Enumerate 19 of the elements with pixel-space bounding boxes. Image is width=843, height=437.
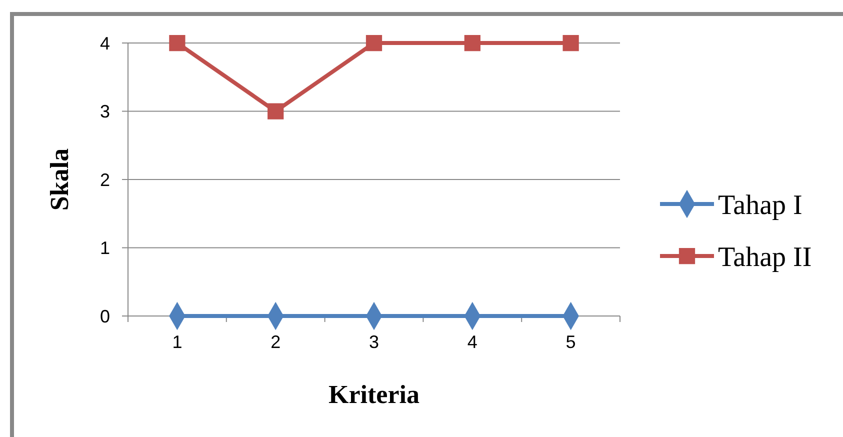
x-axis-title: Kriteria [328, 380, 420, 409]
x-tick-label: 3 [368, 332, 380, 352]
y-axis-title: Skala [45, 148, 74, 211]
point [268, 103, 284, 120]
legend-label: Tahap I [718, 190, 802, 221]
x-tick-label: 2 [270, 332, 281, 352]
point [366, 34, 382, 52]
y-tick-label: 0 [100, 306, 110, 326]
x-tick-label: 5 [566, 332, 576, 352]
y-tick-label: 1 [100, 238, 110, 258]
legend-label: Tahap II [718, 242, 812, 273]
y-tick-label: 3 [100, 102, 110, 122]
y-tick-label: 2 [100, 170, 110, 190]
point [169, 34, 186, 52]
y-tick-label: 4 [100, 33, 110, 54]
point [464, 34, 480, 52]
x-tick-label: 4 [467, 332, 478, 352]
x-tick-label: 1 [172, 332, 182, 352]
point [562, 34, 579, 52]
